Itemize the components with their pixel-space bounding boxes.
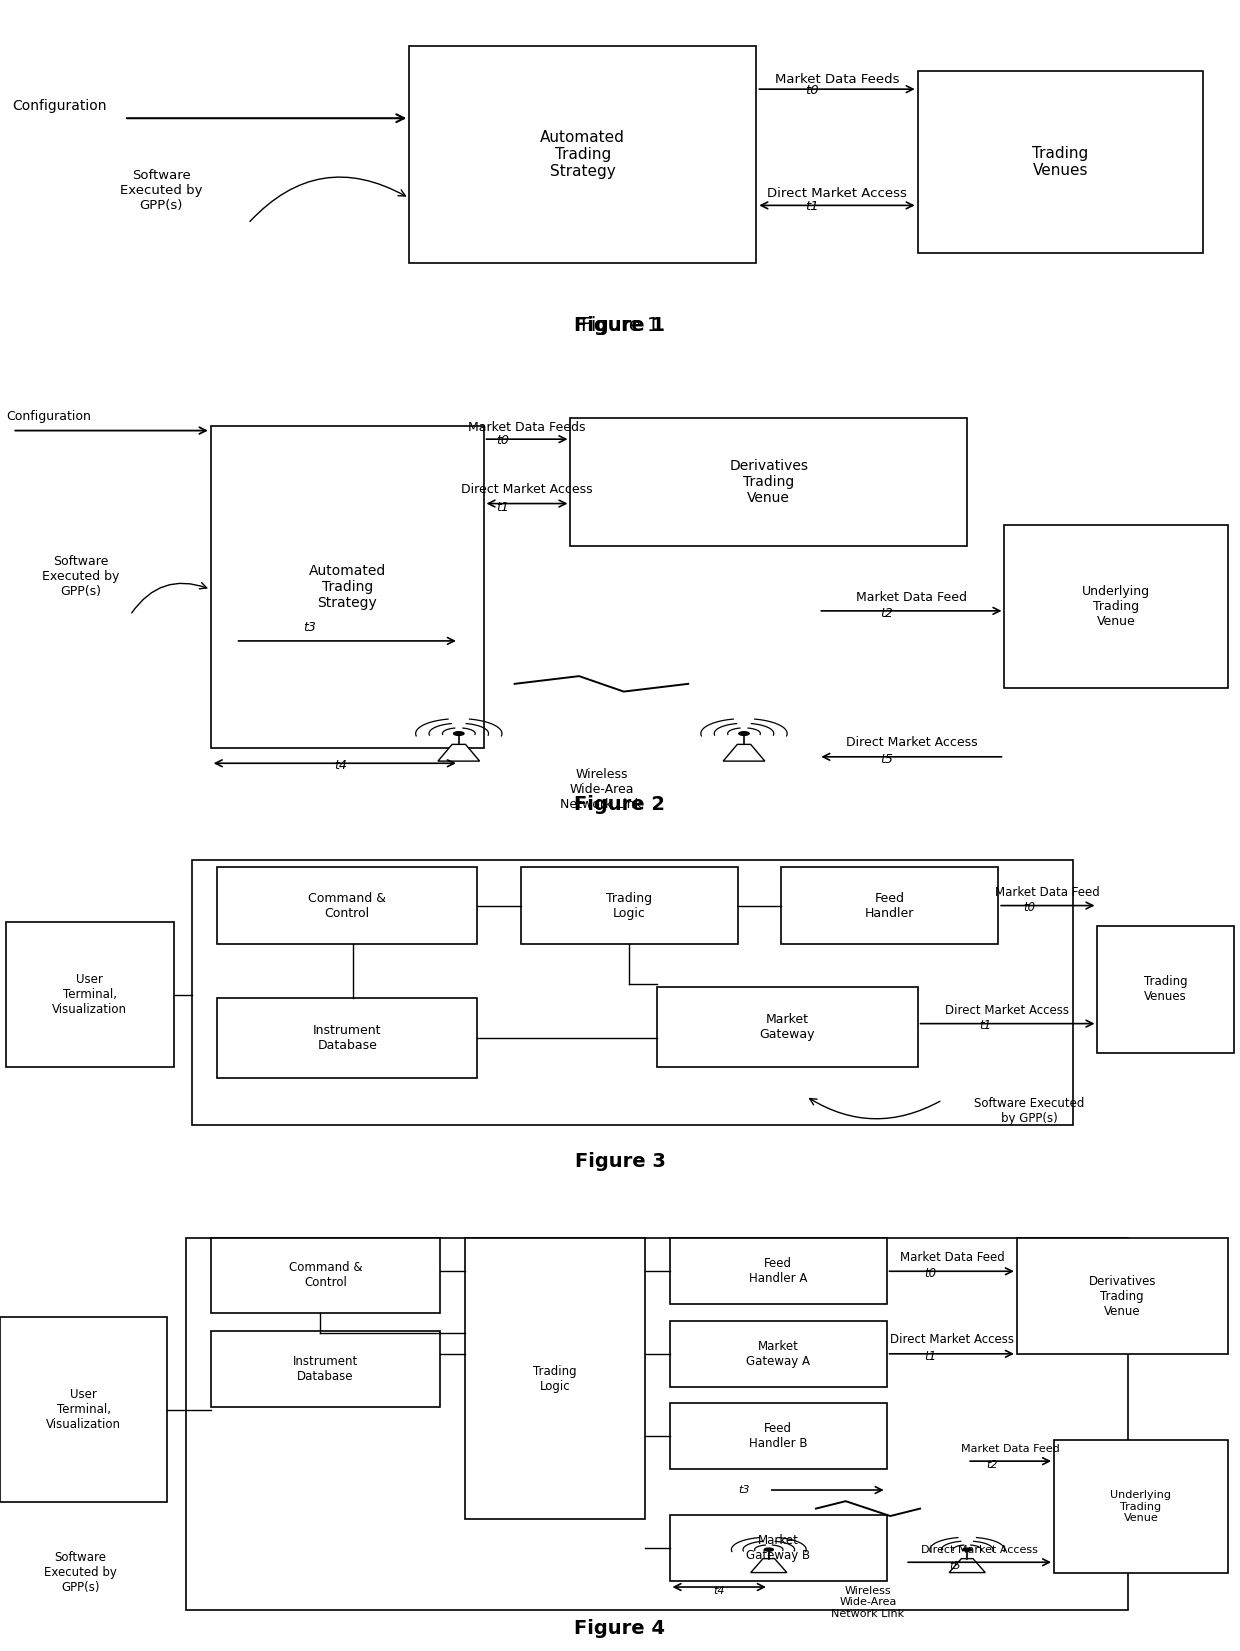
Text: t2: t2 [880,608,893,621]
Text: Direct Market Access: Direct Market Access [890,1334,1014,1347]
FancyBboxPatch shape [521,867,738,944]
Text: t0: t0 [806,84,818,97]
Text: Software
Executed by
GPP(s): Software Executed by GPP(s) [120,170,202,213]
FancyBboxPatch shape [211,426,484,748]
Circle shape [454,731,464,735]
Text: Direct Market Access: Direct Market Access [846,736,977,750]
Text: Software
Executed by
GPP(s): Software Executed by GPP(s) [42,555,119,598]
FancyBboxPatch shape [918,71,1203,253]
FancyBboxPatch shape [1054,1440,1228,1572]
Text: Instrument
Database: Instrument Database [312,1024,382,1052]
Text: Market Data Feed: Market Data Feed [900,1251,1004,1265]
Text: Trading
Venues: Trading Venues [1143,976,1188,1004]
Text: Market
Gateway A: Market Gateway A [746,1341,810,1367]
Text: Market Data Feeds: Market Data Feeds [469,421,585,434]
Text: Command &
Control: Command & Control [309,892,386,920]
Text: Configuration: Configuration [6,409,91,423]
Text: Direct Market Access: Direct Market Access [768,187,906,200]
Text: Trading
Logic: Trading Logic [533,1365,577,1392]
Circle shape [764,1549,774,1552]
FancyBboxPatch shape [192,860,1073,1126]
FancyArrowPatch shape [810,1098,940,1119]
Circle shape [739,731,749,735]
Text: User
Terminal,
Visualization: User Terminal, Visualization [46,1388,122,1431]
FancyBboxPatch shape [1097,926,1234,1053]
Text: Market Data Feed: Market Data Feed [996,887,1100,900]
FancyBboxPatch shape [0,1317,167,1502]
FancyArrowPatch shape [250,177,405,221]
FancyBboxPatch shape [781,867,998,944]
FancyBboxPatch shape [465,1238,645,1519]
Text: t1: t1 [806,200,818,213]
Text: t2: t2 [986,1459,998,1471]
Text: Market Data Feed: Market Data Feed [856,591,967,604]
Text: t3: t3 [304,621,316,634]
Text: Automated
Trading
Strategy: Automated Trading Strategy [309,565,386,611]
Polygon shape [750,1559,787,1572]
FancyBboxPatch shape [211,1238,440,1313]
Text: Figure 4: Figure 4 [574,1618,666,1638]
Text: t4: t4 [335,759,347,773]
FancyBboxPatch shape [217,867,477,944]
FancyBboxPatch shape [1004,525,1228,688]
Text: Market
Gateway B: Market Gateway B [746,1534,810,1562]
Text: Instrument
Database: Instrument Database [293,1355,358,1384]
Text: Trading
Venues: Trading Venues [1032,145,1089,178]
Text: Trading
Logic: Trading Logic [606,892,652,920]
FancyArrowPatch shape [131,583,207,613]
Text: t1: t1 [924,1351,936,1364]
Text: Software
Executed by
GPP(s): Software Executed by GPP(s) [45,1550,117,1595]
Text: Software Executed
by GPP(s): Software Executed by GPP(s) [973,1096,1085,1124]
Text: t0: t0 [496,434,508,447]
Text: t1: t1 [980,1019,992,1032]
FancyBboxPatch shape [186,1238,1128,1610]
FancyBboxPatch shape [6,921,174,1067]
Text: Underlying
Trading
Venue: Underlying Trading Venue [1110,1489,1172,1524]
Text: t1: t1 [496,502,508,515]
Text: Underlying
Trading
Venue: Underlying Trading Venue [1083,584,1149,627]
Text: Figure 1: Figure 1 [574,315,666,335]
Text: t5: t5 [880,753,893,766]
Text: Market
Gateway: Market Gateway [760,1014,815,1042]
Text: t5: t5 [949,1562,961,1572]
Text: Direct Market Access: Direct Market Access [945,1004,1069,1017]
Text: Figure 1: Figure 1 [580,315,660,335]
FancyBboxPatch shape [670,1516,887,1582]
FancyBboxPatch shape [670,1403,887,1469]
Text: Direct Market Access: Direct Market Access [921,1545,1038,1555]
Text: t0: t0 [924,1268,936,1281]
Text: t3: t3 [739,1484,750,1496]
Text: Wireless
Wide-Area
Network Link: Wireless Wide-Area Network Link [832,1585,904,1620]
FancyBboxPatch shape [409,46,756,264]
Text: Direct Market Access: Direct Market Access [461,482,593,495]
Text: Derivatives
Trading
Venue: Derivatives Trading Venue [729,459,808,505]
Text: Market Data Feeds: Market Data Feeds [775,73,899,86]
Text: Feed
Handler A: Feed Handler A [749,1258,807,1284]
FancyBboxPatch shape [211,1331,440,1407]
Polygon shape [438,745,480,761]
Text: Feed
Handler: Feed Handler [866,892,914,920]
FancyBboxPatch shape [570,418,967,546]
Text: t0: t0 [1023,901,1035,915]
FancyBboxPatch shape [1017,1238,1228,1354]
Text: Command &
Control: Command & Control [289,1261,362,1289]
Polygon shape [949,1559,986,1572]
FancyBboxPatch shape [657,987,918,1067]
Text: Figure 3: Figure 3 [574,1152,666,1171]
Text: Figure 2: Figure 2 [574,794,666,814]
Text: Automated
Trading
Strategy: Automated Trading Strategy [541,130,625,180]
Polygon shape [723,745,765,761]
Circle shape [962,1549,972,1552]
Text: Feed
Handler B: Feed Handler B [749,1423,807,1450]
FancyBboxPatch shape [670,1321,887,1387]
Text: User
Terminal,
Visualization: User Terminal, Visualization [52,972,128,1015]
FancyBboxPatch shape [670,1238,887,1304]
Text: t4: t4 [713,1587,725,1597]
Text: Wireless
Wide-Area
Network Link: Wireless Wide-Area Network Link [560,768,642,811]
Text: Configuration: Configuration [12,99,107,112]
Text: Derivatives
Trading
Venue: Derivatives Trading Venue [1089,1275,1156,1317]
Text: Market Data Feed: Market Data Feed [961,1443,1060,1455]
FancyBboxPatch shape [217,999,477,1078]
